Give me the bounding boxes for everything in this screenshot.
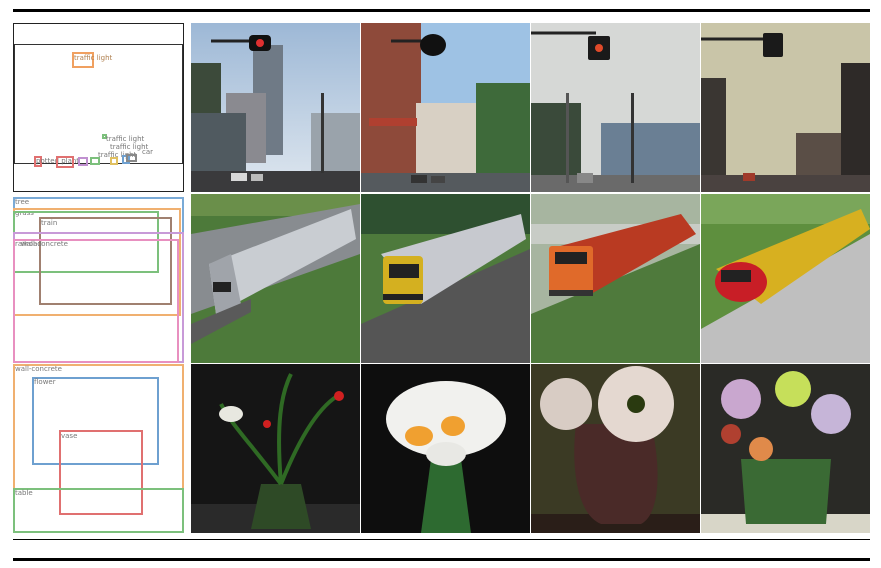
generated-image-flower-1 — [191, 364, 360, 533]
layout-label: car — [142, 148, 154, 156]
layout-box-potted-plant — [34, 156, 42, 167]
flower-illustration — [701, 364, 870, 533]
train-illustration — [191, 194, 360, 363]
layout-label: traffic light — [98, 151, 137, 159]
layout-label: flower — [34, 378, 56, 386]
layout-label: train — [41, 219, 58, 227]
layout-label: wall-concrete — [21, 240, 68, 248]
generated-image-flower-4 — [701, 364, 870, 533]
layout-box-car — [110, 157, 118, 165]
street-scene-illustration — [531, 23, 700, 192]
flower-illustration — [531, 364, 700, 533]
layout-label: railroad — [15, 240, 42, 248]
layout-panel-traffic-light: traffic light traffic light traffic ligh… — [13, 23, 184, 192]
layout-box-traffic-light — [102, 134, 107, 139]
flower-illustration — [191, 364, 360, 533]
generated-image-street-2 — [361, 23, 530, 192]
generated-image-train-3 — [531, 194, 700, 363]
street-scene-illustration — [191, 23, 360, 192]
layout-panel-flower: wall-concrete flower vase table — [13, 364, 184, 533]
train-illustration — [361, 194, 530, 363]
layout-label: table — [15, 489, 33, 497]
layout-label: grass — [15, 209, 34, 217]
layout-label: tree — [15, 198, 30, 206]
generated-image-street-3 — [531, 23, 700, 192]
generated-image-street-4 — [701, 23, 870, 192]
layout-box-car — [78, 157, 88, 166]
bottom-rule — [13, 539, 870, 540]
layout-label: traffic light — [110, 143, 149, 151]
layout-label: traffic light — [106, 135, 145, 143]
street-scene-illustration — [701, 23, 870, 192]
generated-image-train-2 — [361, 194, 530, 363]
layout-box-wall — [13, 239, 179, 363]
layout-box-train — [39, 217, 172, 305]
generated-image-street-1 — [191, 23, 360, 192]
layout-box-flower — [32, 377, 159, 465]
top-rule — [13, 9, 870, 12]
street-scene-illustration — [361, 23, 530, 192]
flower-illustration — [361, 364, 530, 533]
bottom-rule-thick — [13, 558, 870, 561]
layout-box-vase — [59, 430, 143, 515]
layout-label: traffic light — [74, 54, 113, 62]
generated-image-train-4 — [701, 194, 870, 363]
layout-box-table — [13, 488, 184, 533]
layout-panel-train: tree grass train railroad wall-concrete — [13, 194, 184, 363]
generated-image-flower-3 — [531, 364, 700, 533]
layout-box-car — [56, 156, 74, 168]
generated-image-flower-2 — [361, 364, 530, 533]
layout-label: wall-concrete — [15, 365, 62, 373]
generated-image-train-1 — [191, 194, 360, 363]
train-illustration — [531, 194, 700, 363]
layout-box-traffic-light — [72, 52, 94, 68]
layout-box-car — [90, 157, 100, 165]
layout-box-car — [126, 154, 137, 162]
layout-label: vase — [61, 432, 78, 440]
frame-box — [14, 44, 183, 164]
train-illustration — [701, 194, 870, 363]
